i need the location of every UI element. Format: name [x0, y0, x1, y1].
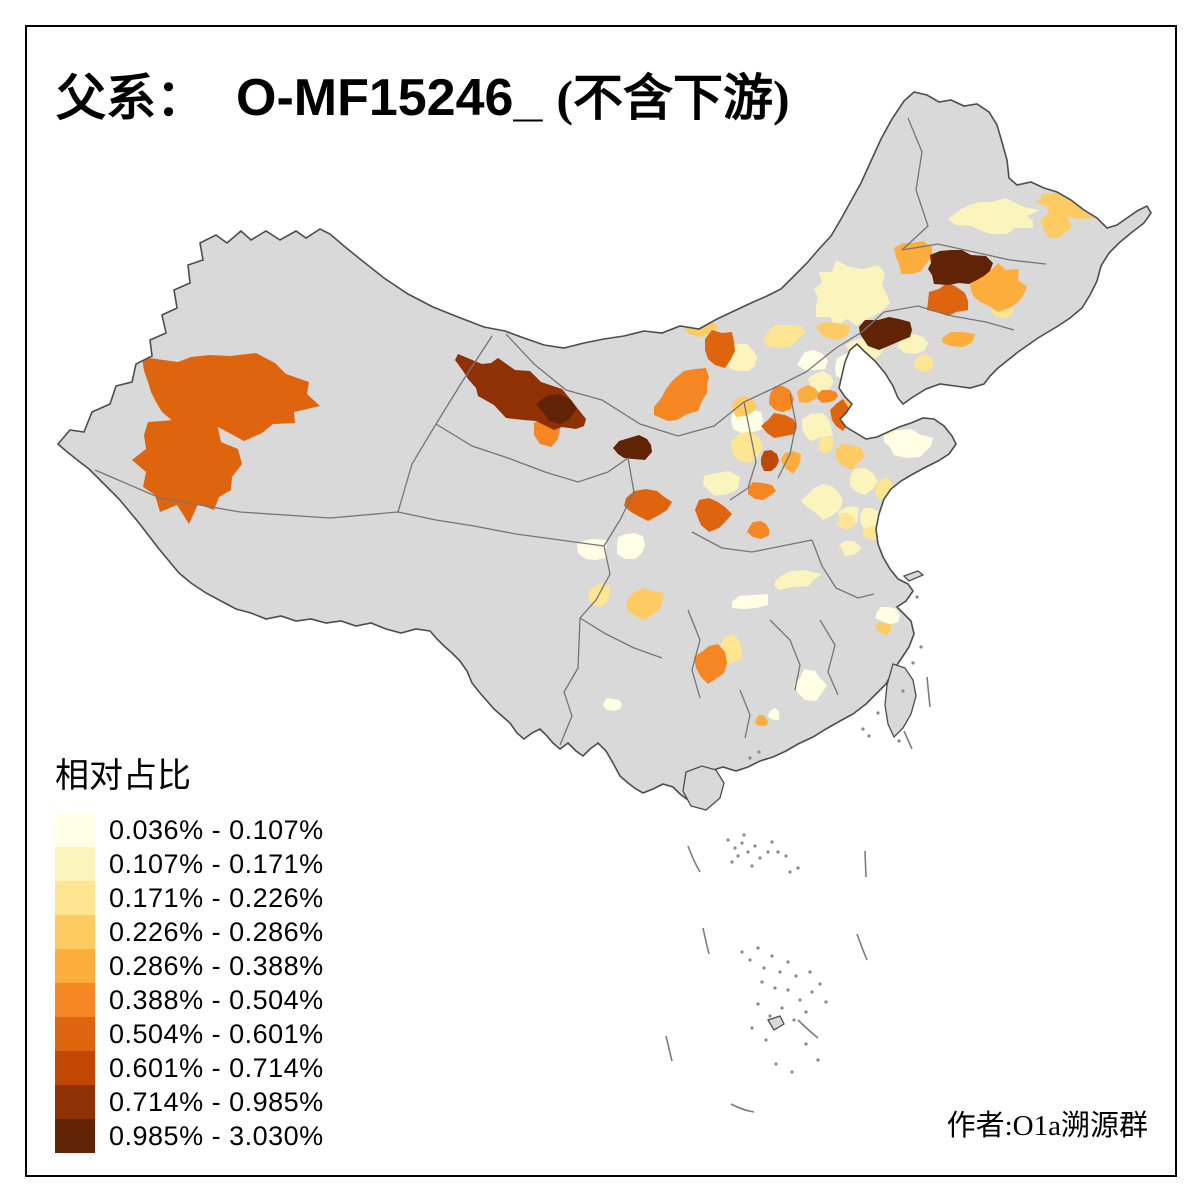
legend-range-label: 0.107% - 0.171%	[109, 848, 324, 879]
map-region	[816, 322, 850, 340]
map-region	[797, 385, 819, 403]
map-region	[875, 607, 900, 625]
map-region	[732, 594, 768, 609]
legend-row: 0.286% - 0.388%	[55, 949, 324, 983]
map-region	[835, 444, 865, 470]
map-region	[755, 715, 768, 726]
map-region	[132, 414, 242, 524]
map-region	[814, 260, 890, 327]
legend-swatch	[55, 847, 95, 881]
map-region	[928, 250, 993, 285]
map-region	[613, 435, 652, 460]
legend-range-label: 0.985% - 3.030%	[109, 1120, 324, 1151]
legend-swatch	[55, 983, 95, 1017]
legend-range-label: 0.226% - 0.286%	[109, 916, 324, 947]
legend-range-label: 0.601% - 0.714%	[109, 1052, 324, 1083]
plot-frame	[25, 25, 1177, 1177]
map-region	[802, 413, 833, 441]
map-region	[763, 325, 805, 348]
legend-row: 0.985% - 3.030%	[55, 1119, 324, 1153]
legend-swatch	[55, 1119, 95, 1153]
legend-swatch	[55, 1085, 95, 1119]
legend-range-label: 0.171% - 0.226%	[109, 882, 324, 913]
legend-range-label: 0.286% - 0.388%	[109, 950, 324, 981]
map-region	[948, 198, 1040, 234]
legend-title: 相对占比	[55, 758, 191, 795]
map-region	[626, 588, 664, 620]
map-region	[603, 698, 622, 711]
map-region	[850, 468, 878, 495]
map-region	[761, 450, 779, 471]
legend-row: 0.388% - 0.504%	[55, 983, 324, 1017]
map-region	[703, 471, 740, 496]
map-region	[695, 498, 732, 532]
map-region	[801, 484, 843, 520]
map-region	[839, 541, 861, 556]
map-region	[1040, 212, 1072, 238]
map-region	[808, 371, 834, 393]
map-region	[781, 451, 801, 474]
legend-range-label: 0.036% - 0.107%	[109, 814, 324, 845]
legend-swatch	[55, 881, 95, 915]
legend-swatch	[55, 1051, 95, 1085]
map-region	[837, 513, 856, 530]
legend-swatch	[55, 813, 95, 847]
legend-range-label: 0.388% - 0.504%	[109, 984, 324, 1015]
legend-swatch	[55, 1017, 95, 1051]
islands	[682, 570, 925, 1031]
map-region	[774, 570, 822, 590]
attribution-text: 作者:O1a溯源群	[946, 1110, 1148, 1142]
map-region	[721, 634, 742, 664]
map-region	[794, 669, 827, 701]
legend-row: 0.714% - 0.985%	[55, 1085, 324, 1119]
map-region	[818, 436, 833, 453]
prefecture-regions	[132, 193, 1127, 726]
title-prefix: 父系：	[56, 70, 206, 126]
legend-swatch	[55, 915, 95, 949]
legend-range-label: 0.714% - 0.985%	[109, 1086, 324, 1117]
map-region	[797, 350, 828, 370]
map-region	[859, 317, 912, 350]
map-region	[817, 390, 838, 403]
map-region	[536, 394, 577, 424]
map-region	[884, 429, 933, 458]
small-islands-dots	[726, 595, 923, 1074]
map-region	[705, 330, 735, 368]
map-region	[617, 533, 645, 559]
map-region	[927, 282, 968, 316]
legend-swatch	[55, 949, 95, 983]
legend-rows: 0.036% - 0.107% 0.107% - 0.171% 0.171% - 0…	[55, 813, 324, 1153]
legend-row: 0.601% - 0.714%	[55, 1051, 324, 1085]
map-region	[914, 354, 934, 372]
legend-row: 0.504% - 0.601%	[55, 1017, 324, 1051]
map-region	[748, 482, 776, 500]
sea-boundary-dashes	[665, 676, 931, 1113]
title-haplogroup-code: O-MF15246_	[236, 69, 543, 127]
legend-row: 0.107% - 0.171%	[55, 847, 324, 881]
legend: 相对占比 0.036% - 0.107% 0.107% - 0.171% 0.171…	[55, 748, 324, 1153]
title-suffix: (不含下游)	[556, 70, 790, 126]
map-region	[761, 413, 797, 438]
legend-row: 0.036% - 0.107%	[55, 813, 324, 847]
province-borders	[94, 117, 1047, 746]
legend-row: 0.226% - 0.286%	[55, 915, 324, 949]
map-region	[769, 386, 794, 412]
map-region	[875, 622, 891, 635]
map-region	[654, 368, 709, 421]
map-region	[851, 415, 895, 436]
map-region	[747, 521, 769, 539]
map-region	[768, 708, 779, 720]
map-region	[942, 332, 975, 347]
page-title: 父系： O-MF15246_ (不含下游)	[56, 58, 790, 130]
map-region	[577, 539, 607, 560]
national-border	[56, 91, 1152, 802]
map-region	[624, 489, 672, 521]
map-region	[694, 644, 727, 684]
legend-range-label: 0.504% - 0.601%	[109, 1018, 324, 1049]
legend-row: 0.171% - 0.226%	[55, 881, 324, 915]
